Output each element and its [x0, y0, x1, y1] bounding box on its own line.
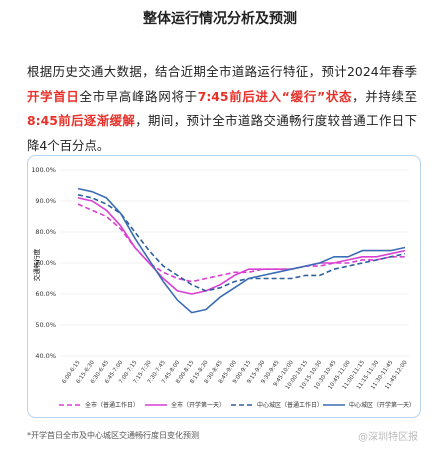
- highlight: 8:45前后逐渐缓解: [27, 113, 136, 128]
- y-tick-label: 100.0%: [31, 166, 56, 174]
- y-tick-label: 70.0%: [35, 259, 56, 267]
- y-tick-label: 60.0%: [35, 290, 56, 298]
- series-line: [77, 187, 406, 314]
- y-tick-label: 80.0%: [35, 228, 56, 236]
- intro: 根据历史交通大数据，结合近期全市道路运行特征，预计2024年春季开学首日全市早高…: [27, 60, 417, 158]
- chart: 交通畅行度 40.0% 50.0% 60.0% 70.0% 80.0% 90.0% 100.…: [27, 155, 421, 418]
- legend-label: 中心城区（开学第一天）: [349, 401, 415, 409]
- title: 整体运行情况分析及预测: [143, 11, 297, 27]
- y-axis-label: 交通畅行度: [32, 248, 41, 281]
- legend-label: 全市（开学第一天）: [171, 401, 225, 409]
- highlight: 开学首日: [27, 88, 80, 104]
- highlight: 7:45前后进入“缓行”状态: [197, 88, 353, 104]
- text: ，期间，预计全市道路交通畅行度较普通工作日下降4个百分点。: [27, 113, 418, 153]
- y-tick-label: 90.0%: [35, 197, 56, 205]
- text: ，并持续至: [352, 88, 418, 104]
- text: 根据历史交通大数据，结合近期全市道路运行特征，预计2024年春季: [27, 64, 417, 79]
- caption: *开学首日全市及中心城区交通畅行度日变化预测: [27, 431, 199, 440]
- text: 全市早高峰路网将于: [79, 88, 198, 104]
- series-line: [77, 194, 406, 292]
- watermark: @深圳特区报: [358, 432, 418, 443]
- series-line: [77, 197, 406, 295]
- y-tick-label: 50.0%: [35, 321, 56, 329]
- y-tick-label: 40.0%: [35, 352, 56, 360]
- legend-label: 全市（普通工作日）: [85, 401, 139, 409]
- legend-label: 中心城区（普通工作日）: [257, 401, 323, 409]
